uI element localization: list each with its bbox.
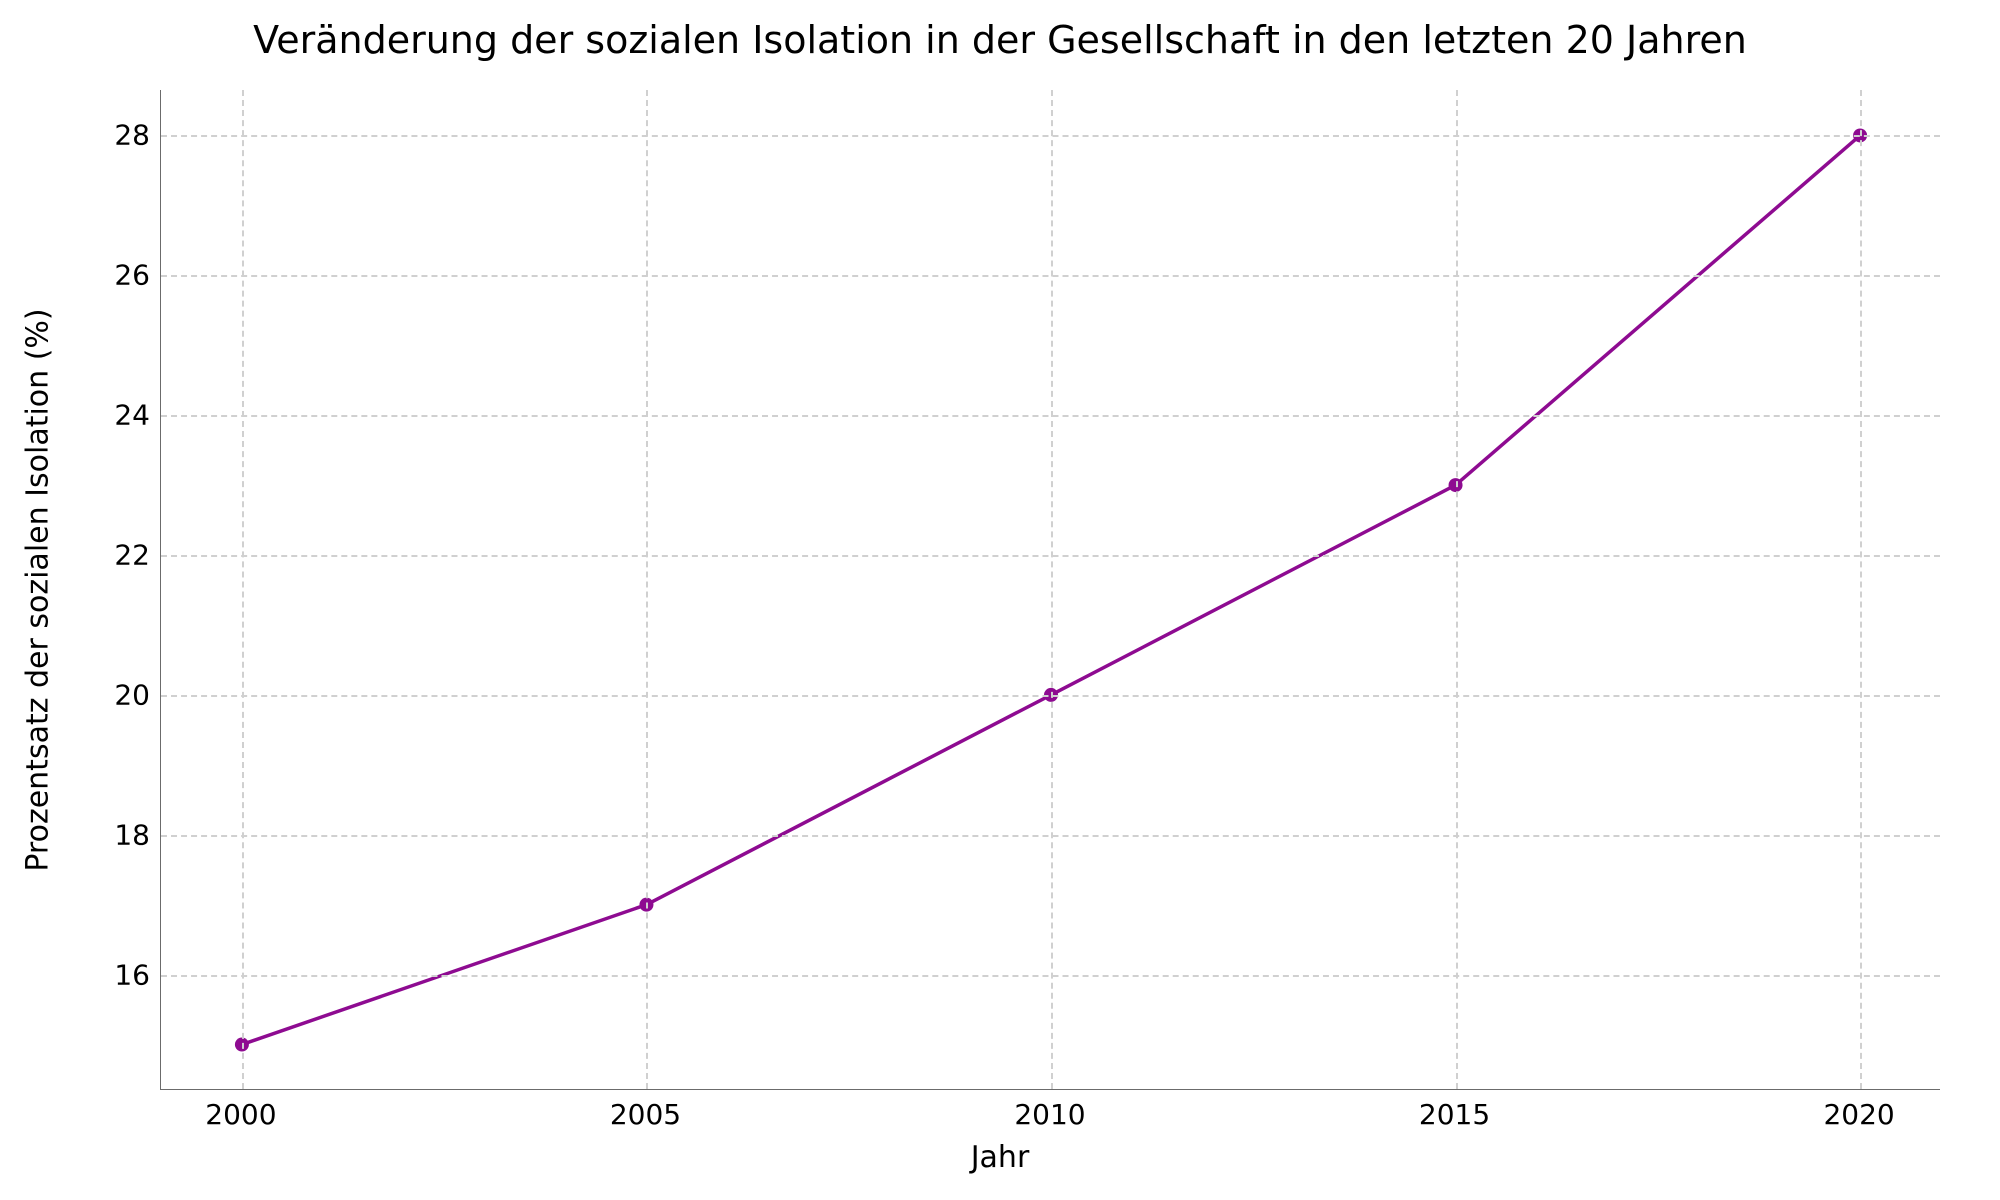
gridline-h — [161, 275, 1940, 277]
gridline-v — [1051, 90, 1053, 1089]
x-tick-label: 2005 — [610, 1098, 681, 1131]
gridline-v — [1860, 90, 1862, 1089]
x-axis-label: Jahr — [0, 1140, 2000, 1175]
x-tick-label: 2020 — [1823, 1098, 1894, 1131]
plot-area — [160, 90, 1940, 1090]
x-tick-label: 2015 — [1419, 1098, 1490, 1131]
x-tick-label: 2000 — [205, 1098, 276, 1131]
gridline-v — [242, 90, 244, 1089]
y-tick-label: 28 — [114, 119, 150, 152]
gridline-v — [1456, 90, 1458, 1089]
y-tick-label: 18 — [114, 818, 150, 851]
y-tick-label: 22 — [114, 539, 150, 572]
y-tick-label: 26 — [114, 259, 150, 292]
y-axis-label: Prozentsatz der sozialen Isolation (%) — [21, 308, 56, 871]
y-tick-label: 20 — [114, 678, 150, 711]
gridline-h — [161, 135, 1940, 137]
y-tick-label: 16 — [114, 958, 150, 991]
chart-title: Veränderung der sozialen Isolation in de… — [0, 18, 2000, 62]
x-tick-label: 2010 — [1014, 1098, 1085, 1131]
gridline-h — [161, 975, 1940, 977]
gridline-h — [161, 555, 1940, 557]
gridline-h — [161, 835, 1940, 837]
gridline-h — [161, 415, 1940, 417]
chart-container: Veränderung der sozialen Isolation in de… — [0, 0, 2000, 1200]
gridline-v — [646, 90, 648, 1089]
y-tick-label: 24 — [114, 399, 150, 432]
gridline-h — [161, 695, 1940, 697]
